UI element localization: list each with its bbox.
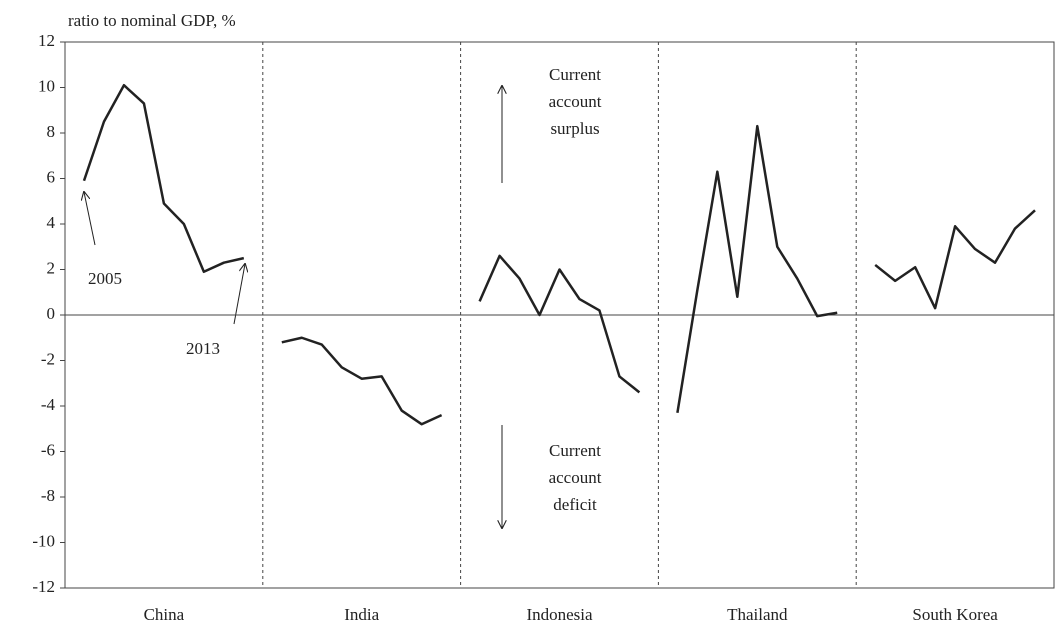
annotation: account xyxy=(549,92,602,111)
y-tick-label: -10 xyxy=(32,531,55,550)
line-series xyxy=(281,336,443,426)
annotation: Current xyxy=(549,441,601,460)
arrow xyxy=(233,264,245,325)
y-tick-label: -4 xyxy=(41,395,56,414)
y-axis-label: ratio to nominal GDP, % xyxy=(68,11,236,30)
annotation: surplus xyxy=(550,119,599,138)
annotation: 2013 xyxy=(186,339,220,358)
y-tick-label: 12 xyxy=(38,31,55,50)
x-tick-label: China xyxy=(144,605,185,624)
y-tick-label: 10 xyxy=(38,76,55,95)
x-tick-label: India xyxy=(344,605,379,624)
annotation: Current xyxy=(549,65,601,84)
y-tick-label: 2 xyxy=(47,258,56,277)
y-tick-label: -8 xyxy=(41,486,55,505)
y-tick-label: -12 xyxy=(32,577,55,596)
annotation: account xyxy=(549,468,602,487)
annotation: deficit xyxy=(553,495,597,514)
line-series xyxy=(676,124,838,414)
line-series xyxy=(874,209,1036,310)
x-tick-label: South Korea xyxy=(912,605,998,624)
x-tick-label: Indonesia xyxy=(526,605,593,624)
line-series xyxy=(478,254,641,394)
annotation: 2005 xyxy=(88,269,122,288)
x-tick-label: Thailand xyxy=(727,605,788,624)
y-tick-label: 8 xyxy=(47,122,56,141)
y-tick-label: -6 xyxy=(41,440,55,459)
arrow xyxy=(84,192,96,246)
y-tick-label: 4 xyxy=(47,213,56,232)
y-tick-label: 0 xyxy=(47,304,56,323)
y-tick-label: 6 xyxy=(47,167,56,186)
y-tick-label: -2 xyxy=(41,349,55,368)
line-series xyxy=(82,83,245,274)
